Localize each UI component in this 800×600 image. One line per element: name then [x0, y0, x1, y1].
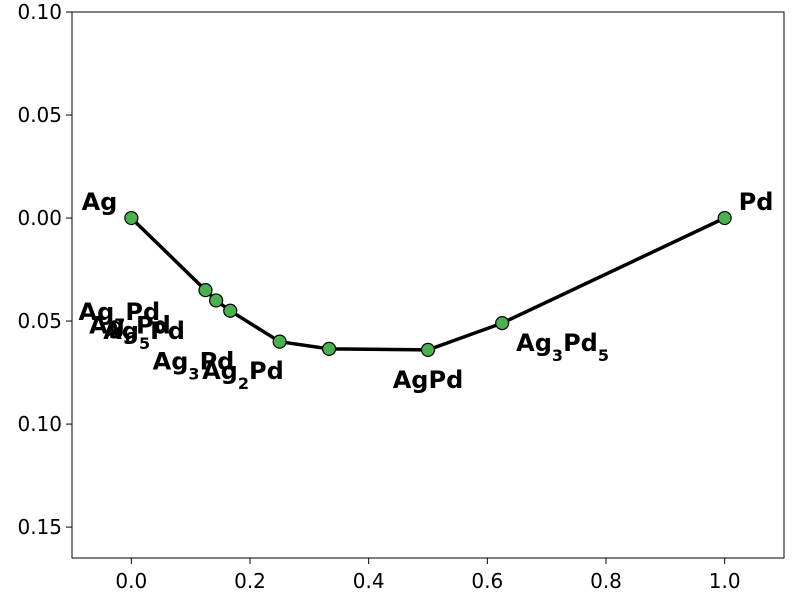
data-point	[420, 342, 436, 358]
point-label: Ag2Pd	[202, 357, 284, 393]
x-tick-label: 0.4	[353, 569, 385, 593]
point-label: Ag6Pd	[89, 311, 171, 347]
y-axis: 0.10 0.05 0.00 0.05 0.10 0.15	[17, 0, 72, 539]
x-tick-label: 0.6	[471, 569, 503, 593]
point-label: AgPd	[393, 366, 464, 394]
markers	[124, 210, 732, 358]
data-point	[198, 283, 213, 298]
point-label: Ag3Pd	[153, 348, 235, 384]
y-tick-label: 0.00	[17, 206, 62, 230]
data-point	[495, 316, 510, 331]
x-tick-label: 0.8	[590, 569, 622, 593]
point-label: Ag7Pd	[79, 298, 161, 334]
point-label: Ag3Pd5	[516, 329, 609, 365]
x-axis: 0.0 0.2 0.4 0.6 0.8 1.0	[115, 558, 741, 593]
data-point	[209, 293, 224, 308]
y-tick-label: 0.10	[17, 0, 62, 24]
data-point	[717, 210, 732, 226]
data-point	[124, 210, 139, 226]
y-tick-label: 0.05	[17, 309, 62, 333]
data-point	[223, 303, 238, 318]
x-tick-label: 1.0	[709, 569, 741, 593]
plot-area	[71, 11, 785, 559]
y-tick-label: 0.05	[17, 103, 62, 127]
point-label: Pd	[739, 188, 774, 216]
data-point	[321, 341, 337, 356]
x-tick-label: 0.0	[115, 569, 147, 593]
y-tick-label: 0.10	[17, 412, 62, 436]
point-label: Ag	[82, 188, 118, 216]
data-point	[272, 334, 287, 349]
y-tick-label: 0.15	[17, 515, 62, 539]
x-tick-label: 0.2	[234, 569, 266, 593]
point-label: Ag5Pd	[103, 317, 185, 353]
